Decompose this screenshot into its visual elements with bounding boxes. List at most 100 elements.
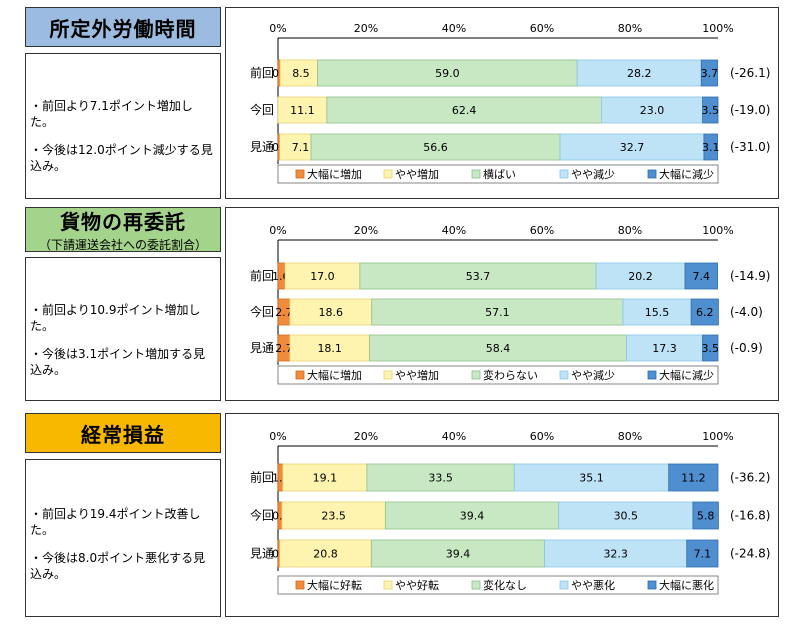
di-label: (-16.8) <box>730 509 770 523</box>
category-label: 今回 <box>250 304 274 319</box>
bar-segment <box>369 334 627 362</box>
bar-segment <box>595 262 686 290</box>
bar-segment <box>370 539 546 568</box>
category-label: 見通 <box>250 341 274 355</box>
legend-label: 横ばい <box>483 167 516 181</box>
data-label: 17.3 <box>652 342 677 355</box>
data-label: 32.3 <box>603 548 628 561</box>
bar-segment <box>626 334 704 362</box>
bar-segment <box>289 298 373 326</box>
legend-label: 変化なし <box>483 578 527 592</box>
data-label: 58.4 <box>486 342 511 355</box>
legend-swatch <box>295 580 305 590</box>
x-tick-label: 20% <box>354 22 378 35</box>
panel-title: 貨物の再委託 <box>60 210 186 234</box>
legend-box <box>277 164 719 184</box>
x-tick-label: 20% <box>354 224 378 237</box>
x-tick-label: 40% <box>442 22 466 35</box>
data-label: 32.7 <box>620 141 645 154</box>
bar-segment <box>690 298 719 326</box>
bar-segment <box>289 334 370 362</box>
category-label: 前回 <box>250 470 274 485</box>
legend-label: 変わらない <box>483 368 538 382</box>
bar-segment <box>686 539 719 568</box>
data-label: 23.0 <box>640 104 665 117</box>
di-label: (-36.2) <box>730 471 770 485</box>
legend-label: やや増加 <box>395 168 439 181</box>
x-tick-label: 40% <box>442 430 466 443</box>
category-label: 見通 <box>250 140 274 154</box>
legend-label: 大幅に減少 <box>659 368 714 382</box>
bar-segment <box>384 501 560 530</box>
stacked-bar-chart: 0% 20% 40% 60% 80% 100%前回1.1 19.1 33.5 35.1 11.2(… <box>250 430 770 595</box>
bar-segment <box>279 133 312 161</box>
legend-label: やや増加 <box>395 369 439 382</box>
data-label: 7.4 <box>693 270 711 283</box>
chart-box: 0% 20% 40% 60% 80% 100% 前回 1.1 19.1 33.5 35.1 11.2(… <box>225 413 779 617</box>
legend-swatch <box>559 169 569 179</box>
data-label: 2.7 <box>275 342 293 355</box>
data-label: 57.1 <box>485 306 510 319</box>
data-label: 7.1 <box>292 141 310 154</box>
x-tick-label: 100% <box>702 224 733 237</box>
x-tick-label: 60% <box>530 22 554 35</box>
data-label: 18.6 <box>319 306 344 319</box>
bar-segment <box>703 133 718 161</box>
data-label: 28.2 <box>627 67 652 80</box>
chart-box: 0%20%40%60%80%100%前回0.58.559.028.23.7(-2… <box>225 7 779 199</box>
panel-profit: 経常損益 ・前回より19.4ポイント改善した。 ・今後は8.0ポイント悪化する見… <box>25 413 779 617</box>
legend-swatch <box>559 580 569 590</box>
legend-swatch <box>295 169 305 179</box>
x-tick-label: 60% <box>530 224 554 237</box>
data-label: 33.5 <box>428 472 453 485</box>
legend-swatch <box>471 580 481 590</box>
data-label: 39.4 <box>446 548 471 561</box>
data-label: 62.4 <box>452 104 477 117</box>
data-label: 20.2 <box>628 270 653 283</box>
data-label: 30.5 <box>614 510 639 523</box>
data-label: 15.5 <box>645 306 670 319</box>
bar-segment <box>692 501 719 530</box>
legend-swatch <box>383 370 393 380</box>
category-label: 見通 <box>250 547 274 561</box>
data-label: 7.1 <box>694 548 712 561</box>
di-label: (-31.0) <box>730 140 770 154</box>
x-tick-label: 80% <box>618 224 642 237</box>
data-label: 2.7 <box>275 306 293 319</box>
x-tick-label: 0% <box>269 224 286 237</box>
chart-box: 0% 20% 40% 60% 80% 100% 前回 1.6 17.0 53.7 20.2 7.4 (-… <box>225 207 779 401</box>
legend-label: やや好転 <box>395 578 439 592</box>
di-label: (-26.1) <box>730 66 770 80</box>
data-label: 5.8 <box>697 510 715 523</box>
note-line: ・前回より10.9ポイント増加した。 <box>30 303 201 333</box>
bar-segment <box>684 262 718 290</box>
legend-swatch <box>647 580 657 590</box>
panel-overtime: 所定外労働時間 ・前回より7.1ポイント増加した。 ・今後は12.0ポイント減少… <box>25 7 779 199</box>
stacked-bar-chart: 0%20%40%60%80%100%前回0.58.559.028.23.7(-2… <box>250 22 770 184</box>
bar-segment <box>281 501 386 530</box>
di-label: (-24.8) <box>730 547 770 561</box>
legend-box <box>277 365 719 385</box>
category-label: 今回 <box>250 508 274 523</box>
legend-label: 大幅に悪化 <box>659 578 714 592</box>
data-label: 18.1 <box>317 342 342 355</box>
panel-notes: ・前回より10.9ポイント増加した。 ・今後は3.1ポイント増加する見込み。 <box>25 257 221 401</box>
data-label: 3.7 <box>701 67 719 80</box>
data-label: 53.7 <box>466 270 491 283</box>
data-label: 35.1 <box>579 472 604 485</box>
legend-label: 大幅に好転 <box>307 578 362 592</box>
data-label: 11.1 <box>290 104 315 117</box>
bar-segment <box>359 262 597 290</box>
data-label: 11.2 <box>681 472 706 485</box>
bar-segment <box>558 501 694 530</box>
legend-label: やや減少 <box>571 368 615 382</box>
bar-segment <box>702 96 719 124</box>
di-label: (-0.9) <box>730 341 763 355</box>
x-tick-label: 40% <box>442 224 466 237</box>
x-tick-label: 20% <box>354 430 378 443</box>
data-label: 19.1 <box>313 472 338 485</box>
panel-title: 所定外労働時間 <box>49 16 197 41</box>
panel-title-box: 所定外労働時間 <box>25 7 221 47</box>
bar-segment <box>326 96 602 124</box>
category-label: 今回 <box>250 102 274 117</box>
